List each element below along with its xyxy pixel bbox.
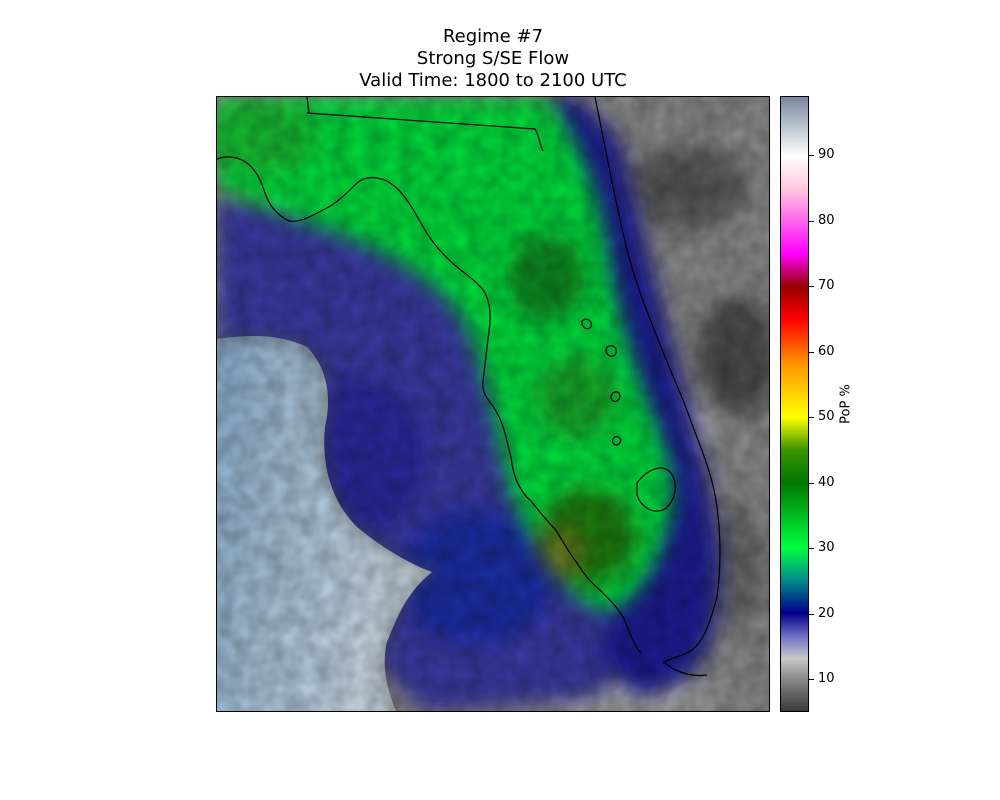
map-title: Regime #7 Strong S/SE Flow Valid Time: 1… <box>216 26 770 92</box>
colorbar-tick <box>809 351 814 353</box>
colorbar-tick-label: 90 <box>818 146 835 162</box>
colorbar-label: PoP % <box>838 384 854 424</box>
colorbar-gradient <box>781 97 808 711</box>
colorbar-tick-label: 10 <box>818 671 835 687</box>
title-line-3: Valid Time: 1800 to 2100 UTC <box>359 70 627 91</box>
colorbar-tick <box>809 613 814 615</box>
colorbar-tick-label: 70 <box>818 278 835 294</box>
colorbar-tick-label: 60 <box>818 343 835 359</box>
coastlines <box>217 97 721 677</box>
colorbar-tick-label: 20 <box>818 605 835 621</box>
colorbar-tick-label: 80 <box>818 212 835 228</box>
colorbar-tick <box>809 286 814 288</box>
map-panel <box>216 96 770 712</box>
colorbar-tick <box>809 154 814 156</box>
title-line-1: Regime #7 <box>442 26 544 47</box>
colorbar-tick-label: 50 <box>818 409 835 425</box>
colorbar-tick-label: 30 <box>818 540 835 556</box>
colorbar-tick <box>809 482 814 484</box>
colorbar-tick <box>809 548 814 550</box>
colorbar-tick <box>809 220 814 222</box>
colorbar-tick-label: 40 <box>818 474 835 490</box>
colorbar-tick <box>809 679 814 681</box>
colorbar <box>780 96 809 712</box>
title-line-2: Strong S/SE Flow <box>416 48 570 69</box>
colorbar-tick <box>809 417 814 419</box>
noise-texture <box>217 97 769 711</box>
pop-map <box>217 97 769 711</box>
